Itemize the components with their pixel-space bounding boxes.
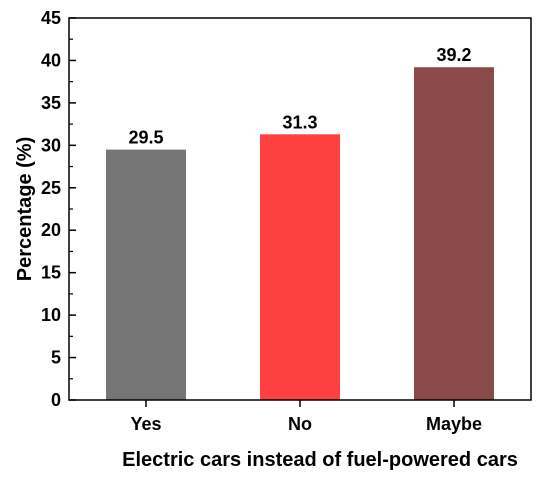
x-axis-title: Electric cars instead of fuel-powered ca… <box>122 449 518 471</box>
y-axis-title: Percentage (%) <box>14 137 36 282</box>
y-tick-label: 45 <box>41 8 61 28</box>
y-tick-label: 40 <box>41 50 61 70</box>
y-tick-label: 15 <box>41 263 61 283</box>
y-tick-label: 35 <box>41 93 61 113</box>
y-axis-ticks: 0 5 10 15 20 25 30 35 40 45 <box>41 8 76 410</box>
bars-group <box>106 67 494 400</box>
bar-value-label: 39.2 <box>436 45 471 65</box>
plot-area: 29.5 31.3 39.2 0 5 10 15 20 25 30 35 40 45 Yes No May… <box>41 8 532 434</box>
bar-value-label: 31.3 <box>282 112 317 132</box>
x-tick-label: Maybe <box>426 414 482 434</box>
bar-maybe <box>414 67 494 400</box>
x-tick-label: Yes <box>130 414 161 434</box>
bar-no <box>260 134 340 400</box>
y-tick-label: 20 <box>41 220 61 240</box>
x-axis-ticks: Yes No Maybe <box>130 400 482 434</box>
y-tick-label: 10 <box>41 305 61 325</box>
bar-value-labels: 29.5 31.3 39.2 <box>128 45 471 147</box>
y-tick-label: 30 <box>41 135 61 155</box>
y-tick-label: 5 <box>51 348 61 368</box>
bar-value-label: 29.5 <box>128 128 163 148</box>
y-tick-label: 0 <box>51 390 61 410</box>
y-tick-label: 25 <box>41 178 61 198</box>
x-tick-label: No <box>288 414 312 434</box>
bar-yes <box>106 149 186 400</box>
